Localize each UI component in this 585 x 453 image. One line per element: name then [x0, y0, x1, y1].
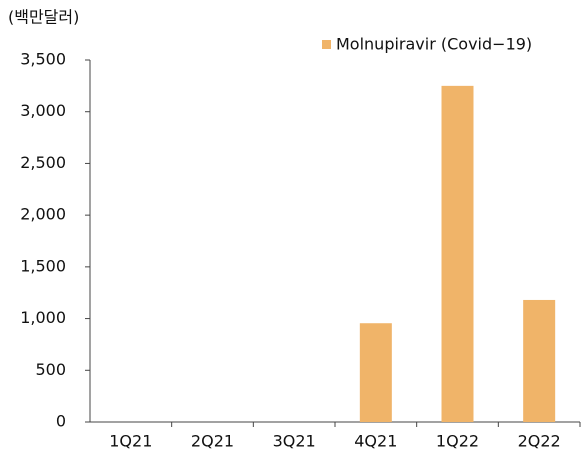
y-tick-label: 1,000 — [20, 308, 66, 327]
y-tick-label: 0 — [56, 412, 66, 431]
x-tick-label: 1Q22 — [436, 432, 479, 451]
y-tick-label: 3,000 — [20, 101, 66, 120]
y-tick-label: 2,000 — [20, 205, 66, 224]
bar — [441, 85, 474, 422]
x-tick-label: 1Q21 — [109, 432, 152, 451]
x-tick-label: 2Q22 — [518, 432, 561, 451]
y-tick-label: 1,500 — [20, 256, 66, 275]
x-tick-label: 3Q21 — [273, 432, 316, 451]
bar — [523, 299, 556, 422]
y-tick-label: 2,500 — [20, 153, 66, 172]
legend-swatch — [322, 40, 331, 49]
bar — [359, 323, 392, 422]
y-axis-label: (백만달러) — [8, 8, 79, 27]
legend-label: Molnupiravir (Covid−19) — [336, 35, 532, 54]
y-tick-label: 3,500 — [20, 50, 66, 69]
x-tick-label: 2Q21 — [191, 432, 234, 451]
x-tick-label: 4Q21 — [354, 432, 397, 451]
y-tick-label: 500 — [35, 360, 66, 379]
